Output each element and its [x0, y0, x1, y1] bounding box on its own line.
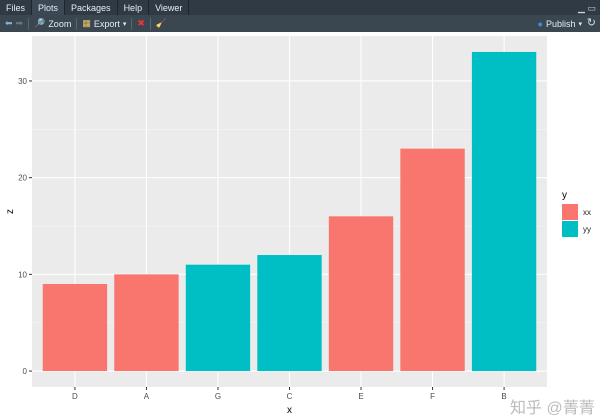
remove-plot-icon[interactable]: ✖	[137, 18, 145, 28]
broom-icon[interactable]: 🧹	[155, 18, 168, 28]
y-tick-label: 0	[23, 367, 28, 376]
legend-key-xx	[562, 204, 578, 220]
legend-title: y	[562, 190, 567, 201]
bar-B	[471, 51, 537, 372]
refresh-icon[interactable]: ↻	[586, 17, 596, 29]
tab-help[interactable]: Help	[118, 0, 150, 15]
bar-chart: 0 10 20 30 D A G C E F Bx z y xx yy	[5, 36, 591, 416]
bar-F	[400, 148, 465, 372]
publish-button[interactable]: ● Publish ▾	[538, 15, 582, 32]
y-tick-label: 20	[18, 174, 27, 183]
bar-G	[185, 264, 251, 372]
bar-D	[42, 284, 108, 372]
tab-plots[interactable]: Plots	[32, 0, 66, 15]
zoom-button[interactable]: 🔎 Zoom	[29, 16, 76, 31]
back-arrow-icon[interactable]: ⬅	[5, 18, 13, 28]
x-tick-label: F	[430, 392, 435, 401]
legend-label: yy	[583, 225, 591, 234]
zoom-icon: 🔎	[34, 18, 46, 28]
tab-files[interactable]: Files	[0, 0, 33, 15]
y-tick-label: 30	[18, 77, 27, 86]
publish-label: Publish	[545, 18, 576, 29]
y-axis-title: z	[5, 209, 16, 214]
legend-key-yy	[562, 221, 578, 237]
bar-E	[328, 216, 394, 372]
x-tick-label: C	[287, 392, 293, 401]
minimize-icon[interactable]: ▁	[578, 3, 585, 13]
x-tick-label: B	[501, 392, 506, 401]
plots-toolbar: ⬅ ➡ 🔎 Zoom ▦ Export ▾ ✖ 🧹 ● Publish ▾ ↻	[0, 15, 600, 32]
x-axis-title: x	[287, 405, 292, 416]
maximize-icon[interactable]: ▭	[587, 3, 596, 13]
chevron-down-icon: ▾	[578, 20, 582, 28]
pane-tabs: Files Plots Packages Help Viewer ▁ ▭	[0, 0, 600, 15]
export-button[interactable]: ▦ Export ▾	[77, 16, 131, 31]
zoom-label: Zoom	[48, 18, 72, 29]
x-tick-label: G	[215, 392, 221, 401]
bar-A	[114, 274, 179, 372]
publish-icon: ●	[537, 18, 543, 29]
forward-arrow-icon[interactable]: ➡	[15, 18, 24, 28]
tab-packages[interactable]: Packages	[65, 0, 118, 15]
chevron-down-icon: ▾	[122, 20, 127, 28]
x-tick-label: A	[144, 392, 150, 401]
legend-label: xx	[583, 208, 591, 217]
watermark: 知乎 @菁菁	[510, 400, 595, 417]
export-icon: ▦	[82, 18, 91, 28]
tab-viewer[interactable]: Viewer	[149, 0, 190, 15]
export-label: Export	[93, 18, 120, 29]
bar-C	[257, 255, 322, 372]
x-tick-label: D	[72, 392, 78, 401]
x-tick-label: E	[358, 392, 363, 401]
y-tick-label: 10	[18, 270, 27, 279]
